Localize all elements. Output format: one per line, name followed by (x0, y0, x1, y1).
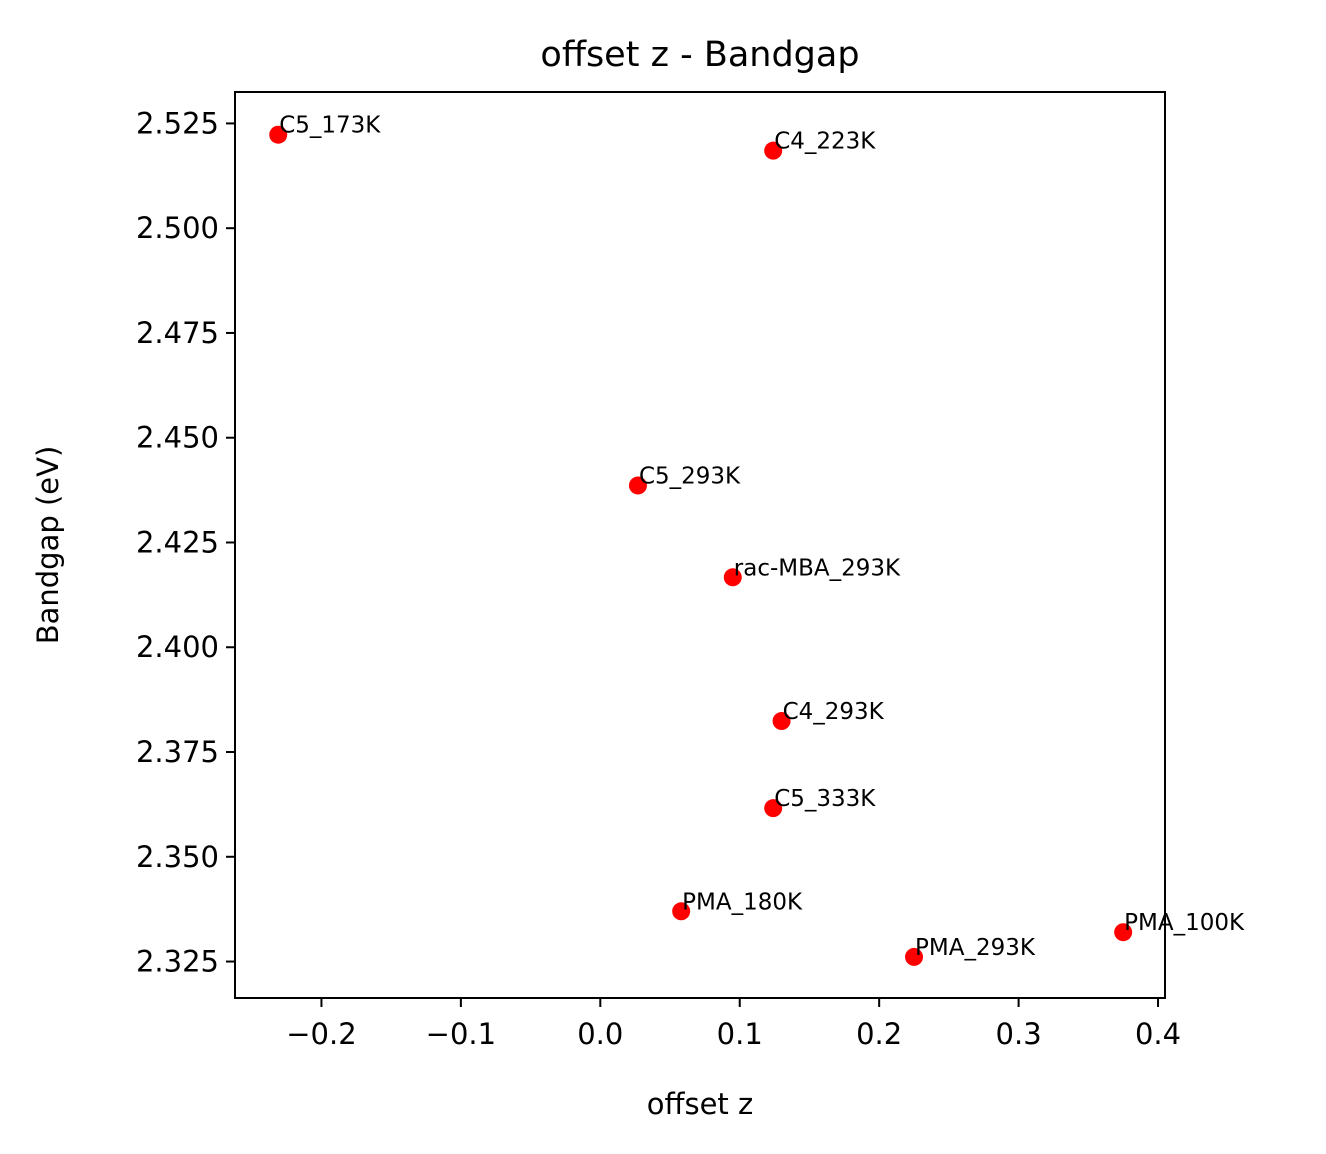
y-tick-label: 2.425 (136, 525, 219, 559)
y-tick-label: 2.525 (136, 106, 219, 140)
x-axis-ticks: −0.2 −0.1 0.0 0.1 0.2 0.3 0.4 (286, 998, 1181, 1051)
data-point-marker (672, 902, 691, 921)
data-point-marker (628, 476, 647, 495)
data-point-label: PMA_180K (682, 889, 803, 915)
data-points: C5_173K C4_223K C5_293K rac-MBA_293K C4_293K… (269, 113, 1245, 966)
x-tick-label: 0.1 (717, 1017, 763, 1051)
x-tick-label: −0.1 (426, 1017, 496, 1051)
x-tick-label: 0.0 (577, 1017, 623, 1051)
data-point-label: PMA_100K (1124, 910, 1245, 936)
y-tick-label: 2.400 (136, 630, 219, 664)
data-point-label: rac-MBA_293K (734, 555, 901, 581)
data-point-label: C4_223K (774, 129, 876, 155)
y-tick-label: 2.450 (136, 421, 219, 455)
data-point-label: PMA_293K (915, 935, 1036, 961)
data-point-marker (723, 568, 742, 587)
x-tick-label: −0.2 (286, 1017, 356, 1051)
data-point-label: C4_293K (783, 699, 885, 725)
y-tick-label: 2.475 (136, 316, 219, 350)
chart-title: offset z - Bandgap (540, 35, 859, 75)
data-point-marker (764, 141, 783, 160)
y-tick-label: 2.350 (136, 840, 219, 874)
data-point-label: C5_333K (774, 786, 876, 812)
data-point-marker (764, 799, 783, 818)
data-point-marker (1114, 923, 1133, 942)
y-tick-label: 2.375 (136, 735, 219, 769)
data-point-marker (772, 712, 791, 731)
data-point-label: C5_293K (639, 463, 741, 489)
data-point-marker (269, 125, 288, 144)
data-point-marker (905, 947, 924, 966)
data-point-label: C5_173K (279, 113, 381, 139)
x-tick-label: 0.2 (856, 1017, 902, 1051)
x-tick-label: 0.4 (1135, 1017, 1181, 1051)
y-tick-label: 2.325 (136, 945, 219, 979)
y-tick-label: 2.500 (136, 211, 219, 245)
y-axis-label: Bandgap (eV) (31, 446, 65, 645)
x-tick-label: 0.3 (996, 1017, 1042, 1051)
x-axis-label: offset z (647, 1087, 753, 1121)
plot-frame (234, 91, 1166, 999)
y-axis-ticks: 2.325 2.350 2.375 2.400 2.425 2.450 2.475 2.500… (136, 106, 235, 979)
